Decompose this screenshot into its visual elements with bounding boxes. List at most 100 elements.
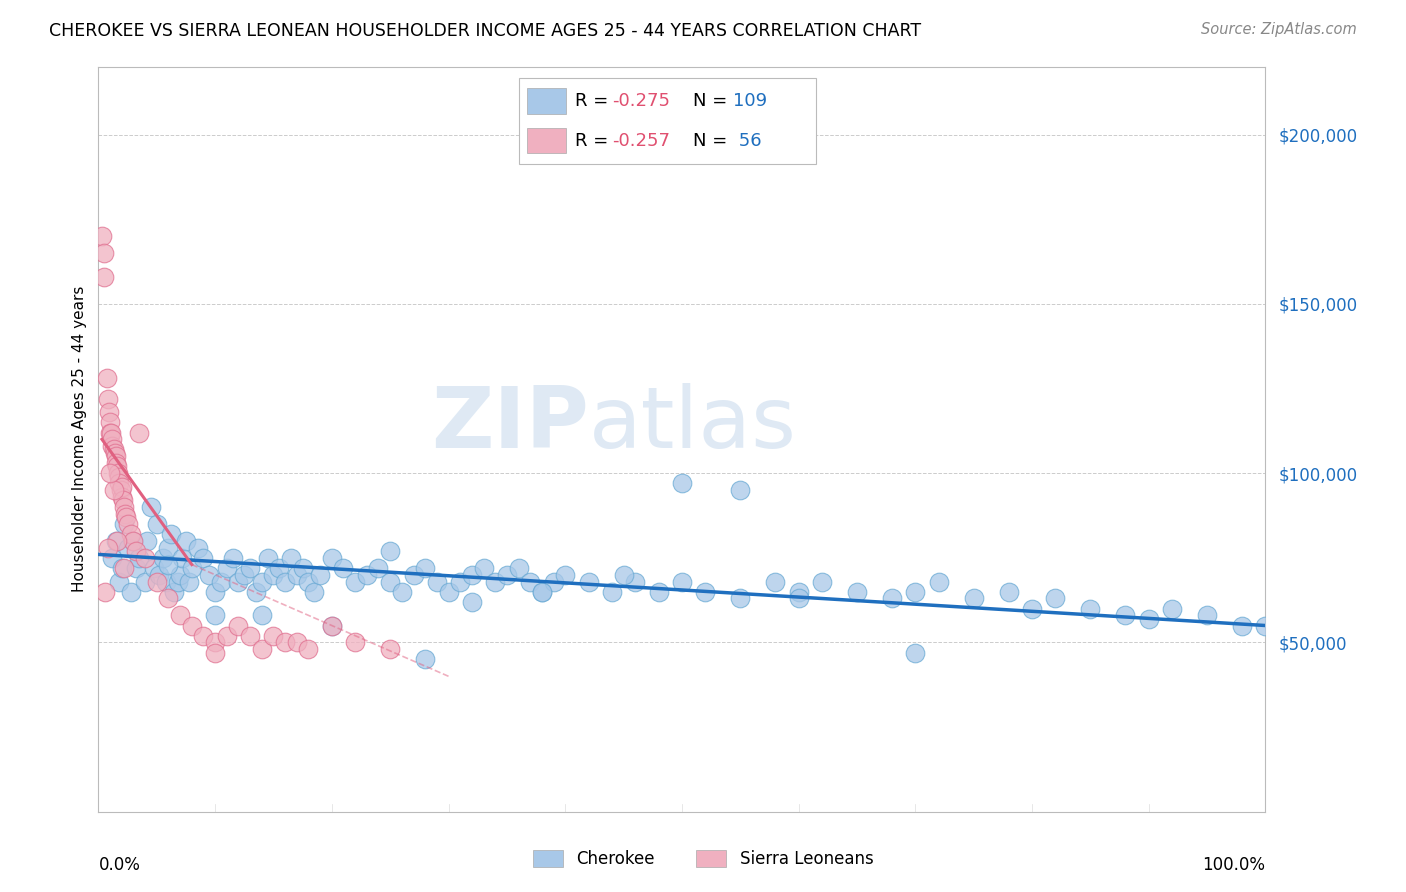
Point	[1254, 618, 1277, 632]
Point	[787, 584, 810, 599]
Point	[104, 533, 127, 548]
Point	[600, 584, 623, 599]
Point	[115, 510, 138, 524]
Point	[245, 584, 267, 599]
Point	[554, 567, 576, 582]
Point	[108, 574, 131, 589]
Point	[413, 561, 436, 575]
Point	[280, 550, 302, 565]
Point	[1045, 591, 1067, 606]
Point	[204, 584, 226, 599]
Point	[402, 567, 425, 582]
Point	[128, 550, 150, 565]
Point	[1114, 608, 1136, 623]
Point	[461, 595, 484, 609]
Point	[98, 425, 121, 440]
Point	[152, 550, 174, 565]
Point	[157, 558, 180, 572]
Point	[209, 574, 232, 589]
Point	[437, 584, 460, 599]
Point	[112, 500, 135, 514]
Point	[180, 561, 202, 575]
Point	[543, 574, 565, 589]
Point	[157, 591, 180, 606]
Point	[120, 584, 142, 599]
Point	[262, 629, 284, 643]
Point	[204, 635, 226, 649]
Point	[125, 561, 148, 575]
Point	[233, 567, 256, 582]
Text: 0.0%: 0.0%	[98, 856, 141, 874]
Point	[105, 459, 128, 474]
Point	[112, 516, 135, 531]
Point	[107, 466, 129, 480]
Point	[496, 567, 519, 582]
Point	[139, 500, 162, 514]
Point	[204, 608, 226, 623]
Point	[146, 516, 169, 531]
Point	[250, 642, 273, 657]
Point	[285, 635, 308, 649]
Point	[111, 490, 134, 504]
Point	[148, 567, 170, 582]
Point	[612, 567, 634, 582]
Point	[174, 533, 197, 548]
Point	[730, 483, 752, 497]
Point	[904, 646, 927, 660]
Point	[215, 629, 238, 643]
Y-axis label: Householder Income Ages 25 - 44 years: Householder Income Ages 25 - 44 years	[72, 286, 87, 592]
Point	[344, 574, 367, 589]
Point	[624, 574, 647, 589]
Point	[413, 652, 436, 666]
Point	[193, 629, 215, 643]
Point	[671, 574, 693, 589]
Point	[449, 574, 471, 589]
Point	[928, 574, 950, 589]
Point	[530, 584, 553, 599]
Point	[291, 561, 314, 575]
Point	[321, 618, 343, 632]
Point	[1197, 608, 1219, 623]
Point	[136, 533, 159, 548]
Point	[811, 574, 834, 589]
Point	[122, 533, 145, 548]
Point	[163, 584, 186, 599]
Point	[93, 246, 115, 260]
Point	[117, 516, 139, 531]
Point	[134, 574, 156, 589]
Point	[508, 561, 530, 575]
Point	[169, 567, 191, 582]
Point	[110, 483, 132, 497]
Point	[104, 456, 127, 470]
Point	[285, 567, 308, 582]
Point	[198, 567, 221, 582]
Text: ZIP: ZIP	[430, 383, 589, 466]
Point	[101, 433, 124, 447]
Point	[143, 561, 166, 575]
Point	[309, 567, 332, 582]
Point	[787, 591, 810, 606]
Point	[111, 493, 134, 508]
Legend: Cherokee, Sierra Leoneans: Cherokee, Sierra Leoneans	[526, 843, 880, 875]
Point	[94, 584, 117, 599]
Point	[134, 550, 156, 565]
Point	[97, 405, 120, 419]
Point	[997, 584, 1019, 599]
Point	[274, 635, 297, 649]
Point	[239, 629, 262, 643]
Point	[380, 544, 402, 558]
Point	[96, 371, 118, 385]
Point	[122, 533, 145, 548]
Point	[880, 591, 903, 606]
Point	[193, 550, 215, 565]
Point	[1161, 601, 1184, 615]
Point	[256, 550, 278, 565]
Point	[356, 567, 378, 582]
Point	[730, 591, 752, 606]
Point	[221, 550, 243, 565]
Point	[578, 574, 600, 589]
Point	[179, 574, 201, 589]
Point	[111, 561, 134, 575]
Point	[274, 574, 297, 589]
Point	[461, 567, 484, 582]
